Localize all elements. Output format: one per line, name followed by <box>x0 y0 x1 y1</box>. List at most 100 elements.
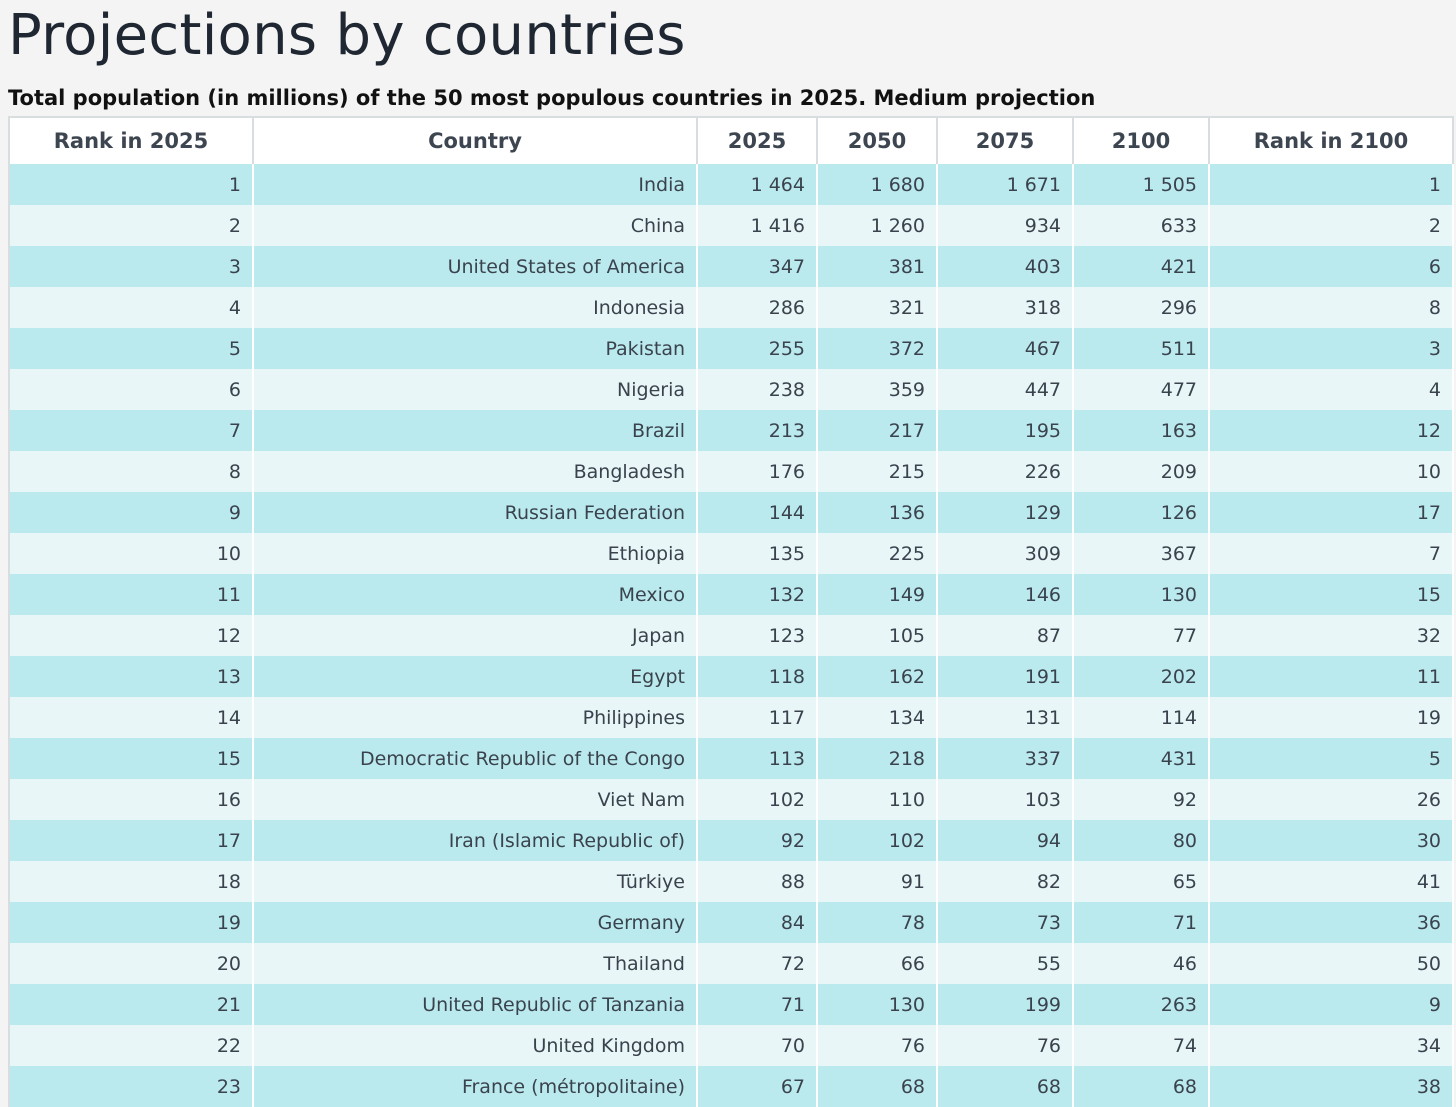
table-row: 17 Iran (Islamic Republic of) 92 102 94 80 30 <box>8 820 1454 861</box>
cell-2025: 117 <box>696 697 818 738</box>
column-header-2100[interactable]: 2100 <box>1072 116 1210 164</box>
cell-rank-2025: 20 <box>8 943 254 984</box>
cell-2100: 511 <box>1072 328 1210 369</box>
cell-2025: 71 <box>696 984 818 1025</box>
cell-rank-2025: 16 <box>8 779 254 820</box>
table-row: 16 Viet Nam 102 110 103 92 26 <box>8 779 1454 820</box>
cell-2050: 68 <box>816 1066 938 1107</box>
table-row: 12 Japan 123 105 87 77 32 <box>8 615 1454 656</box>
cell-2075: 129 <box>936 492 1074 533</box>
cell-2050: 217 <box>816 410 938 451</box>
cell-2075: 73 <box>936 902 1074 943</box>
cell-2075: 82 <box>936 861 1074 902</box>
cell-rank-2025: 18 <box>8 861 254 902</box>
cell-2100: 296 <box>1072 287 1210 328</box>
cell-2050: 76 <box>816 1025 938 1066</box>
cell-2075: 146 <box>936 574 1074 615</box>
column-header-country[interactable]: Country <box>252 116 698 164</box>
cell-2025: 70 <box>696 1025 818 1066</box>
table-row: 18 Türkiye 88 91 82 65 41 <box>8 861 1454 902</box>
cell-rank-2100: 9 <box>1208 984 1454 1025</box>
table-body: 1 India 1 464 1 680 1 671 1 505 1 2 China 1 416 1 … <box>8 164 1454 1107</box>
table-row: 15 Democratic Republic of the Congo 113 218… <box>8 738 1454 779</box>
cell-2075: 226 <box>936 451 1074 492</box>
cell-rank-2100: 2 <box>1208 205 1454 246</box>
cell-2100: 46 <box>1072 943 1210 984</box>
cell-2100: 163 <box>1072 410 1210 451</box>
cell-rank-2100: 30 <box>1208 820 1454 861</box>
table-row: 5 Pakistan 255 372 467 511 3 <box>8 328 1454 369</box>
cell-2075: 1 671 <box>936 164 1074 205</box>
cell-2025: 84 <box>696 902 818 943</box>
cell-rank-2025: 6 <box>8 369 254 410</box>
table-row: 9 Russian Federation 144 136 129 126 17 <box>8 492 1454 533</box>
cell-2050: 372 <box>816 328 938 369</box>
cell-2075: 76 <box>936 1025 1074 1066</box>
cell-rank-2025: 17 <box>8 820 254 861</box>
cell-2050: 110 <box>816 779 938 820</box>
table-row: 10 Ethiopia 135 225 309 367 7 <box>8 533 1454 574</box>
cell-rank-2100: 7 <box>1208 533 1454 574</box>
cell-2025: 118 <box>696 656 818 697</box>
cell-2050: 134 <box>816 697 938 738</box>
cell-rank-2025: 14 <box>8 697 254 738</box>
cell-2050: 218 <box>816 738 938 779</box>
cell-2050: 130 <box>816 984 938 1025</box>
cell-2050: 215 <box>816 451 938 492</box>
column-header-rank-2025[interactable]: Rank in 2025 <box>8 116 254 164</box>
cell-2025: 176 <box>696 451 818 492</box>
table-row: 11 Mexico 132 149 146 130 15 <box>8 574 1454 615</box>
table-row: 1 India 1 464 1 680 1 671 1 505 1 <box>8 164 1454 205</box>
cell-2050: 149 <box>816 574 938 615</box>
cell-2050: 105 <box>816 615 938 656</box>
cell-2050: 102 <box>816 820 938 861</box>
cell-2075: 403 <box>936 246 1074 287</box>
cell-2100: 92 <box>1072 779 1210 820</box>
cell-2025: 135 <box>696 533 818 574</box>
cell-2025: 347 <box>696 246 818 287</box>
cell-rank-2100: 17 <box>1208 492 1454 533</box>
cell-2075: 309 <box>936 533 1074 574</box>
cell-2075: 318 <box>936 287 1074 328</box>
cell-2075: 195 <box>936 410 1074 451</box>
cell-2075: 131 <box>936 697 1074 738</box>
column-header-2075[interactable]: 2075 <box>936 116 1074 164</box>
cell-country: China <box>252 205 698 246</box>
cell-2025: 72 <box>696 943 818 984</box>
column-header-2025[interactable]: 2025 <box>696 116 818 164</box>
cell-country: France (métropolitaine) <box>252 1066 698 1107</box>
cell-2100: 477 <box>1072 369 1210 410</box>
cell-rank-2025: 19 <box>8 902 254 943</box>
cell-2050: 91 <box>816 861 938 902</box>
cell-country: Mexico <box>252 574 698 615</box>
cell-rank-2025: 21 <box>8 984 254 1025</box>
cell-2025: 255 <box>696 328 818 369</box>
cell-2100: 209 <box>1072 451 1210 492</box>
cell-country: Brazil <box>252 410 698 451</box>
cell-rank-2025: 9 <box>8 492 254 533</box>
cell-2025: 1 416 <box>696 205 818 246</box>
table-row: 14 Philippines 117 134 131 114 19 <box>8 697 1454 738</box>
cell-country: Japan <box>252 615 698 656</box>
cell-2050: 381 <box>816 246 938 287</box>
cell-2100: 74 <box>1072 1025 1210 1066</box>
cell-rank-2100: 50 <box>1208 943 1454 984</box>
cell-2050: 66 <box>816 943 938 984</box>
cell-rank-2100: 12 <box>1208 410 1454 451</box>
cell-rank-2025: 13 <box>8 656 254 697</box>
cell-rank-2100: 11 <box>1208 656 1454 697</box>
cell-country: Philippines <box>252 697 698 738</box>
table-row: 13 Egypt 118 162 191 202 11 <box>8 656 1454 697</box>
cell-rank-2100: 26 <box>1208 779 1454 820</box>
cell-rank-2025: 7 <box>8 410 254 451</box>
cell-2075: 87 <box>936 615 1074 656</box>
cell-2075: 103 <box>936 779 1074 820</box>
table-row: 23 France (métropolitaine) 67 68 68 68 38 <box>8 1066 1454 1107</box>
column-header-rank-2100[interactable]: Rank in 2100 <box>1208 116 1454 164</box>
cell-2100: 114 <box>1072 697 1210 738</box>
cell-rank-2025: 1 <box>8 164 254 205</box>
cell-rank-2100: 36 <box>1208 902 1454 943</box>
column-header-2050[interactable]: 2050 <box>816 116 938 164</box>
cell-2025: 88 <box>696 861 818 902</box>
table-row: 6 Nigeria 238 359 447 477 4 <box>8 369 1454 410</box>
